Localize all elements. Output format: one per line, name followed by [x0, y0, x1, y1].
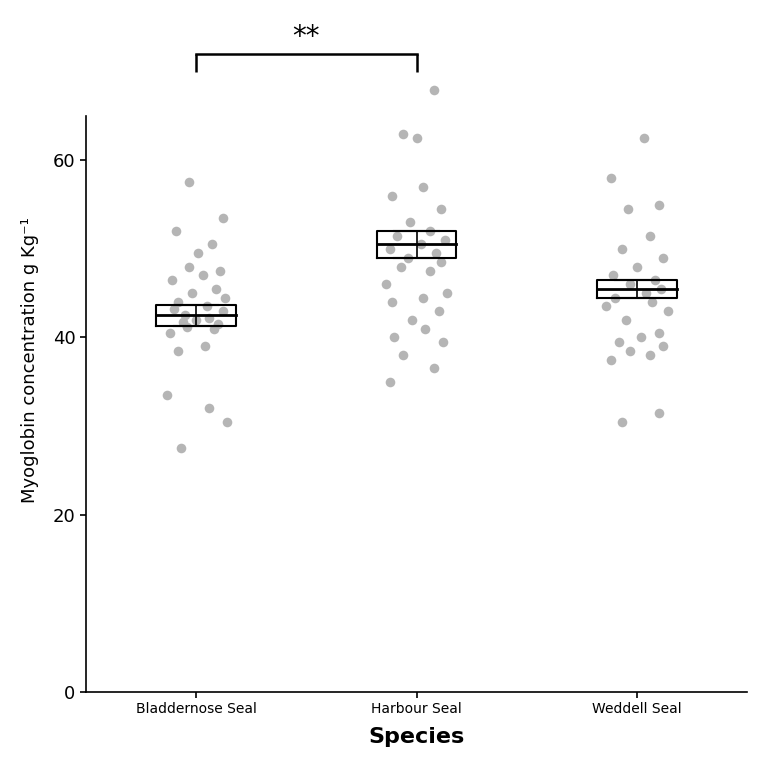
Point — [653, 406, 665, 419]
Point — [435, 203, 447, 215]
Point — [432, 305, 445, 317]
Point — [181, 321, 194, 333]
Point — [428, 362, 440, 375]
Point — [386, 190, 399, 202]
Point — [204, 312, 216, 324]
Point — [600, 300, 612, 313]
Point — [646, 296, 658, 308]
Point — [417, 180, 429, 193]
Point — [190, 313, 202, 326]
Point — [199, 340, 211, 353]
Point — [607, 270, 619, 282]
Point — [217, 305, 229, 317]
Point — [662, 305, 674, 317]
Point — [620, 313, 632, 326]
Point — [406, 313, 419, 326]
Point — [164, 327, 176, 339]
Point — [424, 265, 436, 277]
Point — [170, 225, 183, 237]
Point — [424, 225, 436, 237]
Point — [410, 132, 422, 144]
Point — [219, 292, 231, 304]
Point — [615, 415, 627, 428]
Point — [624, 345, 637, 357]
Point — [221, 415, 233, 428]
Point — [609, 292, 621, 304]
Point — [384, 243, 396, 255]
Point — [435, 256, 447, 268]
Point — [655, 283, 667, 295]
Point — [419, 323, 432, 335]
Point — [417, 292, 429, 304]
Point — [648, 273, 660, 286]
Point — [637, 132, 650, 144]
Point — [186, 287, 198, 300]
Point — [207, 323, 220, 335]
Point — [384, 376, 396, 388]
Point — [657, 252, 670, 264]
Point — [653, 327, 665, 339]
Point — [442, 287, 454, 300]
Point — [615, 243, 627, 255]
Point — [166, 273, 178, 286]
Point — [653, 198, 665, 210]
Point — [657, 340, 670, 353]
Point — [439, 234, 452, 247]
Point — [197, 270, 209, 282]
Point — [184, 260, 196, 273]
Point — [201, 300, 214, 313]
Point — [415, 238, 427, 250]
Point — [210, 283, 222, 295]
X-axis label: Species: Species — [369, 727, 465, 747]
Point — [397, 349, 409, 361]
Point — [161, 389, 174, 401]
Point — [624, 278, 637, 290]
Point — [644, 230, 657, 242]
Point — [379, 278, 392, 290]
Point — [391, 230, 403, 242]
Point — [217, 212, 229, 224]
Point — [172, 296, 184, 308]
Point — [212, 318, 224, 330]
Point — [437, 336, 449, 348]
Point — [172, 345, 184, 357]
Point — [192, 247, 204, 260]
Point — [397, 127, 409, 140]
Point — [622, 203, 634, 215]
Point — [386, 296, 399, 308]
Point — [604, 353, 617, 366]
Y-axis label: Myoglobin concentration g Kg⁻¹: Myoglobin concentration g Kg⁻¹ — [21, 217, 39, 502]
Point — [404, 217, 416, 229]
Point — [395, 260, 407, 273]
Point — [635, 331, 647, 343]
Point — [613, 336, 625, 348]
Point — [604, 172, 617, 184]
Point — [214, 265, 227, 277]
Point — [179, 310, 191, 322]
Point — [402, 252, 414, 264]
Point — [184, 177, 196, 189]
Point — [177, 316, 189, 328]
Point — [644, 349, 657, 361]
Point — [168, 303, 180, 316]
Point — [205, 238, 217, 250]
Point — [174, 442, 187, 455]
Point — [204, 402, 216, 415]
Point — [631, 260, 643, 273]
Point — [389, 331, 401, 343]
Point — [640, 287, 652, 300]
Point — [428, 84, 440, 96]
Text: **: ** — [293, 24, 320, 51]
Point — [430, 247, 442, 260]
